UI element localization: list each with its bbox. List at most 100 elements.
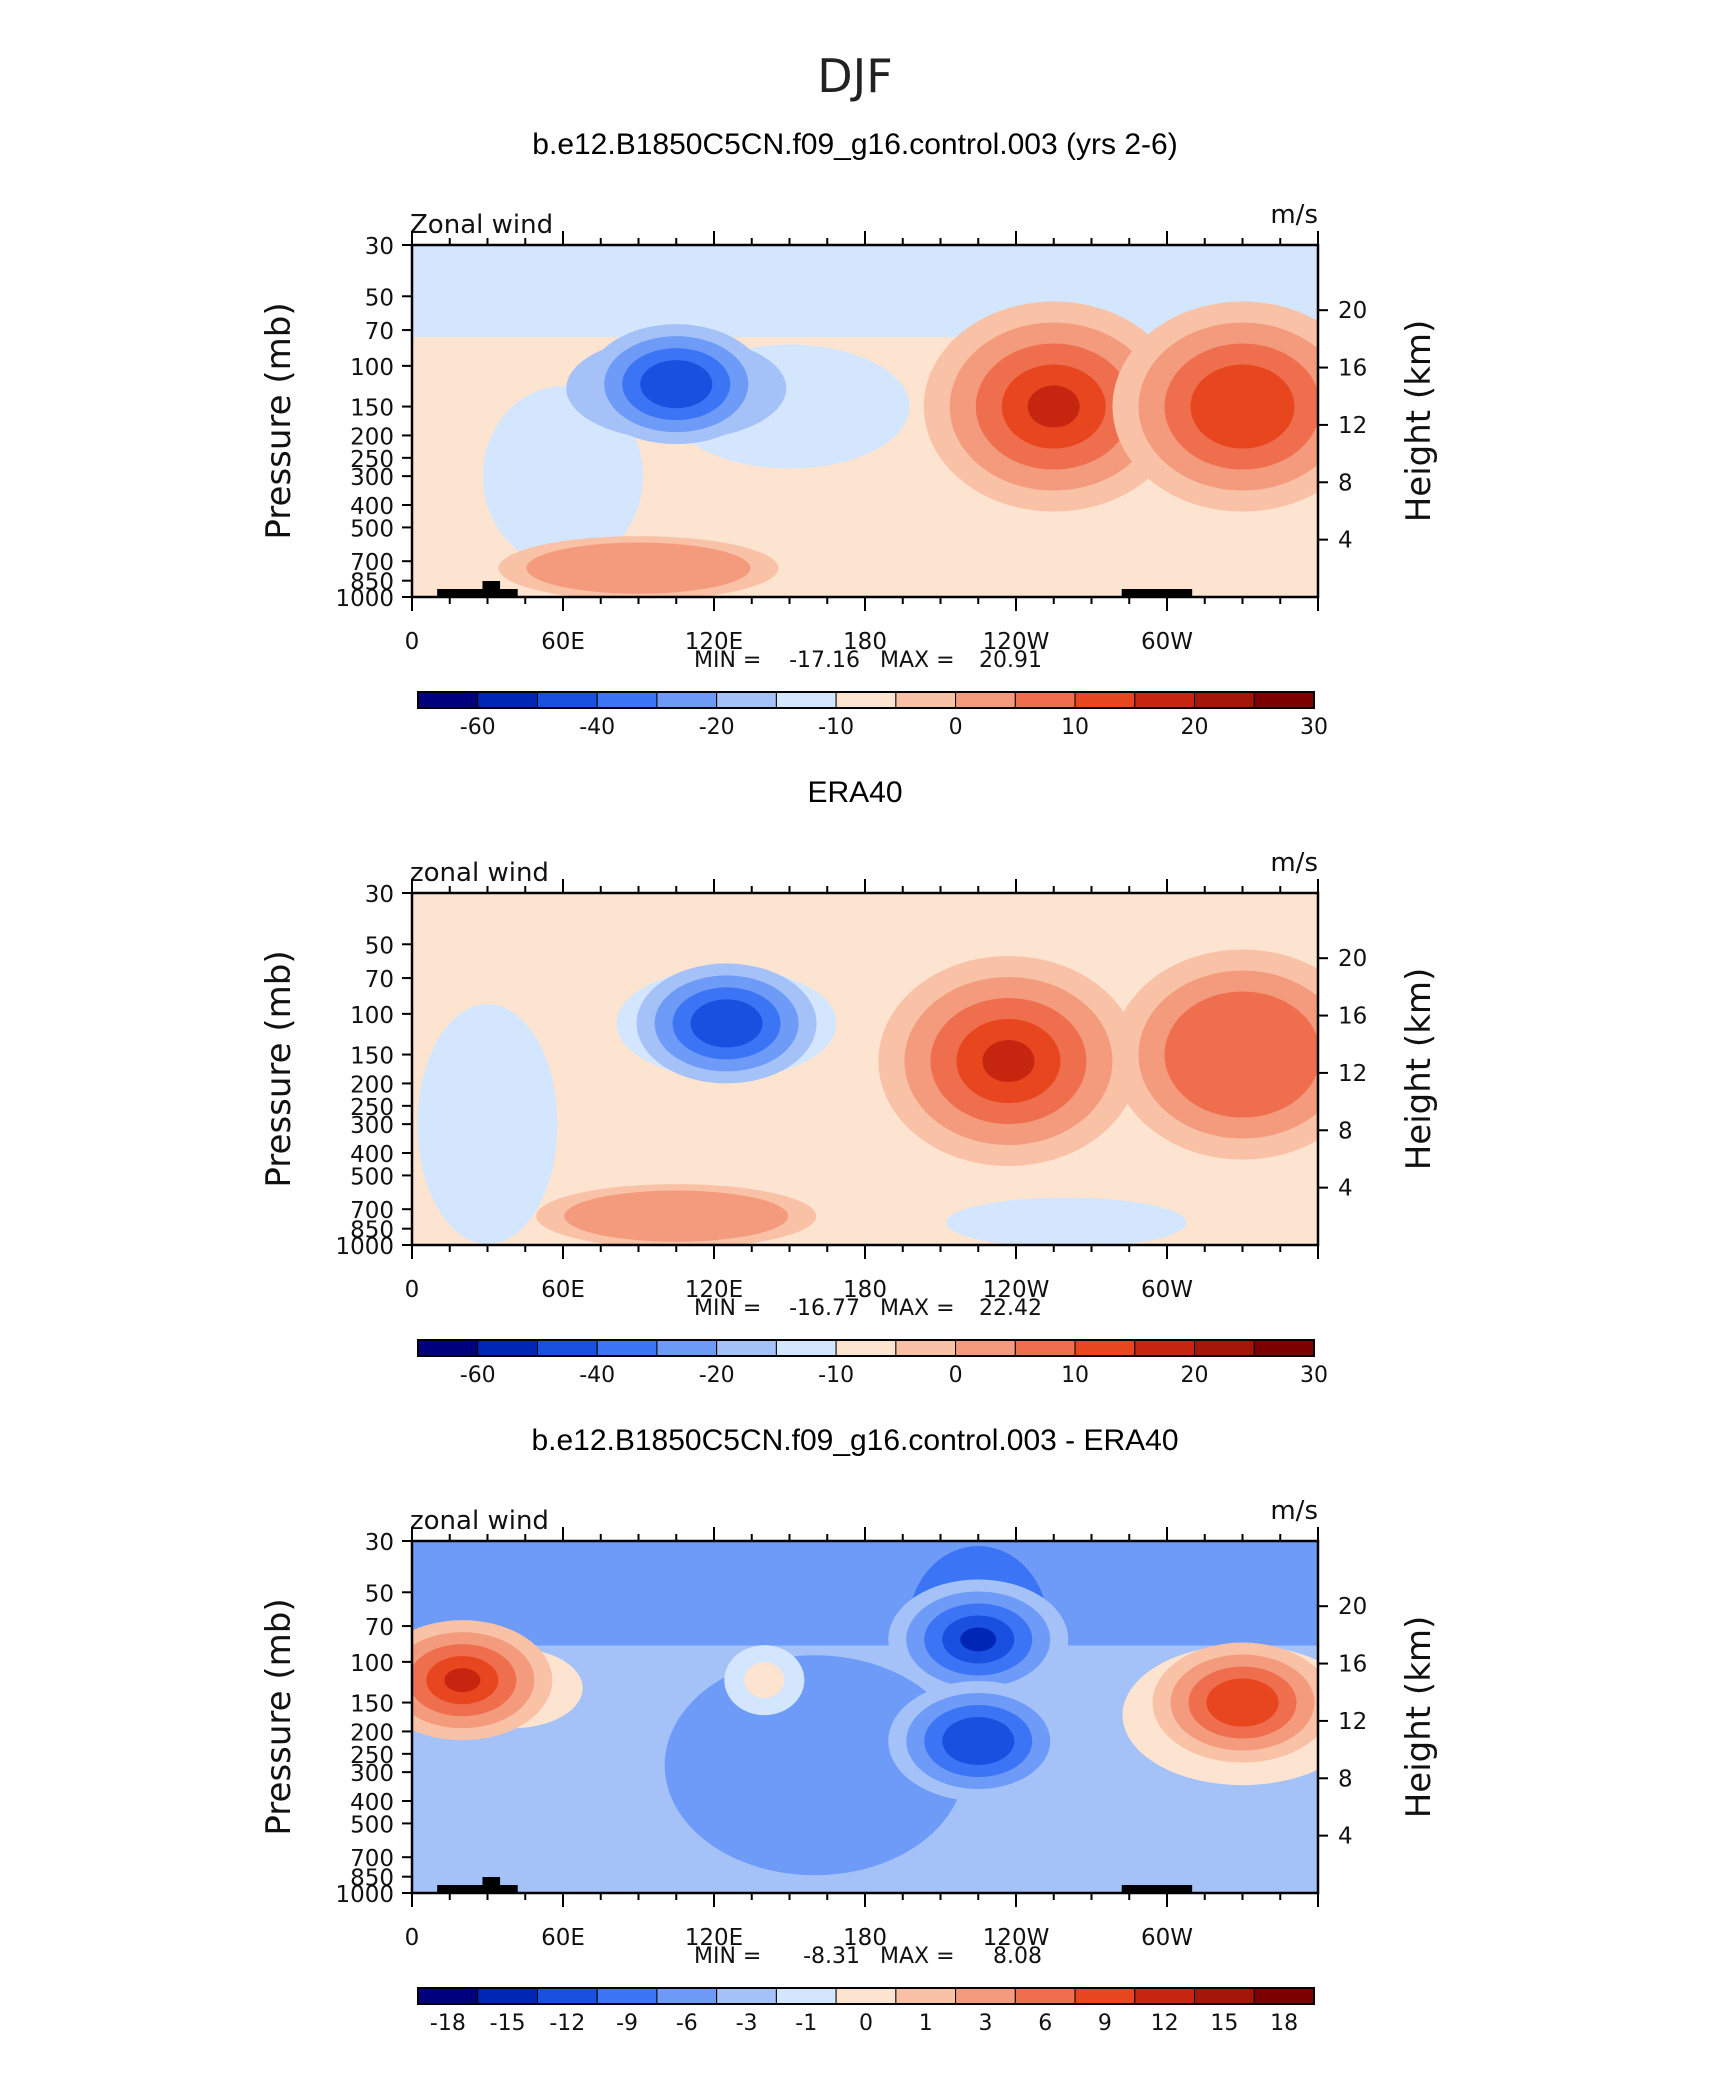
x-tick-label: 60E [541,629,585,655]
height-tick-label: 4 [1338,528,1353,554]
x-tick-label: 60W [1141,1277,1193,1303]
max-value: 20.91 [979,648,1042,673]
x-tick-label: 60E [541,1277,585,1303]
colorbar-box [955,1339,1016,1357]
x-tick-label: 120W [983,629,1050,655]
height-tick-label: 16 [1338,1004,1367,1030]
y-tick-label: 100 [350,1651,394,1677]
x-tick-label: 60W [1141,629,1193,655]
colorbar-box [477,1339,538,1357]
y-tick-label: 400 [350,1790,394,1816]
colorbar-label: -15 [490,2011,526,2036]
panel-3: b.e12.B1850C5CN.f09_g16.control.003 - ER… [259,1424,1439,2036]
contour-band [946,1197,1187,1245]
colorbar-box [1134,1987,1196,2005]
colorbar-label: 9 [1098,2011,1112,2036]
min-value: -16.77 [789,1296,860,1321]
colorbar-label: 0 [859,2011,873,2036]
colorbar-box [1194,1339,1255,1357]
contour-band [412,1541,1318,1646]
colorbar-label: 1 [919,2011,933,2036]
colorbar-box [835,1987,897,2005]
topography [437,1877,1193,1893]
contour-field [412,245,1318,597]
colorbar-label: -12 [549,2011,585,2036]
colorbar-box [477,691,538,709]
height-tick-label: 8 [1338,1118,1353,1144]
colorbar-box [1014,1987,1076,2005]
panel-1: b.e12.B1850C5CN.f09_g16.control.003 (yrs… [259,128,1439,740]
y-tick-label: 30 [365,882,394,908]
y-tick-label: 50 [365,933,394,959]
y-tick-label: 250 [350,1743,394,1769]
height-tick-label: 20 [1338,1594,1367,1620]
y-tick-label: 300 [350,465,394,491]
min-label: MIN = [694,1944,761,1969]
colorbar-box [1194,691,1255,709]
x-tick-label: 0 [405,1277,420,1303]
variable-label: Zonal wind [410,210,553,240]
units-label: m/s [1270,848,1318,878]
y-tick-label: 200 [350,1720,394,1746]
colorbar-box [1014,1339,1076,1357]
colorbar-box [716,1339,777,1357]
colorbar: -18 -15 -12 -9 -6 -3 -1 0 1 3 6 9 12 15 18 [417,1987,1315,2036]
colorbar: -60 -40 -20 -10 0 10 20 30 [417,691,1328,740]
colorbar-label: -40 [579,1363,615,1388]
colorbar: -60 -40 -20 -10 0 10 20 30 [417,1339,1328,1388]
height-tick-label: 12 [1338,1061,1367,1087]
colorbar-frame [417,691,1315,709]
x-tick-label: 0 [405,1925,420,1951]
y-tick-label: 150 [350,1692,394,1718]
min-label: MIN = [694,1296,761,1321]
contour-band [417,1004,558,1245]
data-contour [1164,991,1318,1118]
height-tick-label: 12 [1338,1709,1367,1735]
y-tick-label: 200 [350,424,394,450]
y-tick-label: 700 [350,550,394,576]
y-tick-label: 1000 [335,1882,394,1908]
topography-bar [482,1877,501,1893]
colorbar-box [1014,691,1076,709]
y-tick-label: 500 [350,1812,394,1838]
colorbar-box [536,1339,598,1357]
colorbar-label: 20 [1181,1363,1209,1388]
colorbar-box [1134,691,1196,709]
colorbar-box [417,691,479,709]
height-tick-label: 16 [1338,356,1367,382]
colorbar-box [596,1987,658,2005]
data-contour [690,999,763,1048]
colorbar-label: 30 [1300,1363,1328,1388]
colorbar-box [1074,1339,1136,1357]
colorbar-box [1253,691,1315,709]
max-label: MAX = [880,1944,955,1969]
contour-band [664,1655,965,1876]
colorbar-box [895,1987,957,2005]
topography [437,581,1193,597]
data-contour [1027,385,1080,428]
panel-title: b.e12.B1850C5CN.f09_g16.control.003 - ER… [531,1424,1178,1457]
y-tick-label: 1000 [335,586,394,612]
height-tick-label: 8 [1338,470,1353,496]
x-tick-label: 120E [685,1925,743,1951]
y-tick-label: 30 [365,1530,394,1556]
y-tick-label: 300 [350,1761,394,1787]
colorbar-label: 20 [1181,715,1209,740]
x-tick-label: 180 [843,1277,887,1303]
data-contour [640,360,713,409]
panels: b.e12.B1850C5CN.f09_g16.control.003 (yrs… [259,128,1439,2036]
colorbar-label: 3 [978,2011,992,2036]
colorbar-box [835,691,897,709]
height-tick-label: 4 [1338,1824,1353,1850]
x-tick-label: 180 [843,1925,887,1951]
height-tick-label: 20 [1338,298,1367,324]
colorbar-label: -10 [818,715,854,740]
colorbar-box [1074,691,1136,709]
height-tick-label: 20 [1338,946,1367,972]
units-label: m/s [1270,200,1318,230]
colorbar-label: -60 [460,715,496,740]
x-tick-label: 180 [843,629,887,655]
contour-field [412,1541,1318,1893]
